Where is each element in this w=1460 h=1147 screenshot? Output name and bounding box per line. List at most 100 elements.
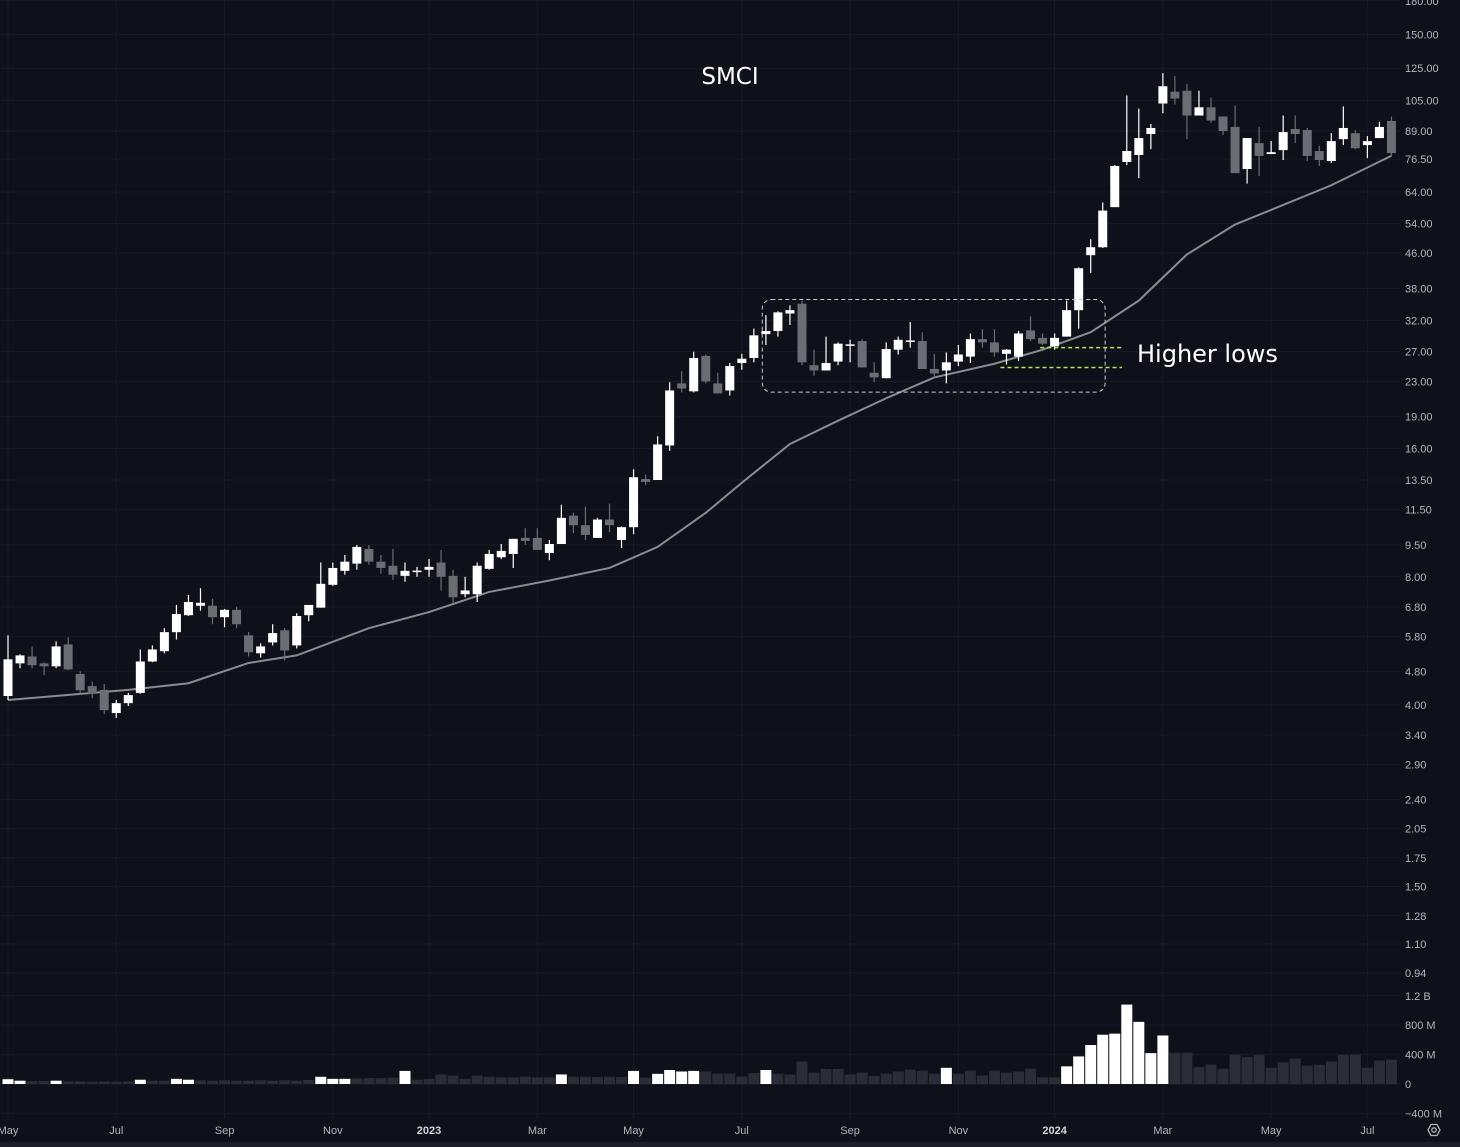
- candle-down: [364, 544, 374, 565]
- candle-body: [171, 614, 181, 633]
- candle-up: [893, 336, 903, 355]
- price-tick-label: 13.50: [1405, 475, 1433, 487]
- candle-down: [857, 339, 867, 368]
- volume-bar: [1025, 1068, 1037, 1084]
- volume-bar: [676, 1071, 688, 1084]
- volume-bar: [628, 1070, 640, 1084]
- volume-bar: [219, 1080, 231, 1084]
- volume-bar: [748, 1072, 760, 1084]
- candle-body: [388, 565, 398, 575]
- candle-body: [268, 633, 278, 643]
- candle-body: [881, 349, 891, 379]
- candle-up: [51, 641, 61, 669]
- volume-tick-label: 800 M: [1405, 1020, 1436, 1032]
- volume-bar: [435, 1074, 447, 1084]
- candle-down: [39, 662, 49, 676]
- candle-body: [280, 630, 290, 651]
- volume-bar: [856, 1072, 868, 1084]
- candle-down: [869, 362, 879, 383]
- candle-up: [1194, 90, 1204, 116]
- candle-body: [1038, 337, 1048, 344]
- candle-up: [1110, 164, 1120, 208]
- volume-bar: [423, 1078, 435, 1084]
- volume-bar: [555, 1074, 567, 1084]
- candle-down: [580, 506, 590, 540]
- price-tick-label: 19.00: [1405, 412, 1433, 424]
- candle-up: [340, 554, 350, 575]
- candle-body: [629, 477, 639, 528]
- price-tick-label: 5.80: [1405, 631, 1426, 643]
- candle-up: [1158, 73, 1168, 114]
- price-tick-label: 2.90: [1405, 759, 1426, 771]
- volume-bar: [315, 1076, 327, 1084]
- candle-up: [881, 342, 891, 379]
- volume-bar: [1049, 1077, 1061, 1084]
- candle-body: [917, 341, 927, 369]
- volume-bar: [231, 1080, 243, 1084]
- volume-bar: [243, 1080, 255, 1084]
- candle-down: [27, 646, 37, 669]
- candle-up: [111, 699, 121, 718]
- volume-bar: [1373, 1060, 1385, 1084]
- grid: [0, 0, 1400, 1118]
- candle-down: [797, 300, 807, 366]
- volume-bar: [652, 1073, 664, 1084]
- volume-bars: [2, 1004, 1397, 1084]
- candle-body: [472, 565, 482, 595]
- candle-body: [1338, 127, 1348, 140]
- consolidation-box[interactable]: [761, 299, 1106, 393]
- candle-body: [520, 537, 530, 541]
- volume-bar: [50, 1080, 62, 1084]
- candle-body: [376, 561, 386, 568]
- candle-down: [1038, 333, 1048, 346]
- candle-down: [232, 606, 242, 629]
- candle-up: [1326, 133, 1336, 163]
- candle-up: [965, 333, 975, 364]
- gear-icon[interactable]: [1427, 1123, 1441, 1137]
- candle-up: [773, 311, 783, 337]
- candle-down: [713, 372, 723, 394]
- candle-body: [1230, 126, 1240, 174]
- volume-bar: [1385, 1059, 1397, 1084]
- price-tick-label: 6.80: [1405, 602, 1426, 614]
- candle-down: [520, 528, 530, 545]
- candle-down: [1182, 83, 1192, 140]
- candle-up: [15, 654, 25, 669]
- price-tick-label: 9.50: [1405, 540, 1426, 552]
- candle-body: [123, 695, 133, 704]
- candle-down: [208, 598, 218, 625]
- candle-body: [256, 646, 266, 654]
- candle-down: [917, 332, 927, 369]
- candle-body: [845, 344, 855, 346]
- volume-bar: [471, 1075, 483, 1084]
- volume-bar: [411, 1079, 423, 1084]
- candle-body: [749, 335, 759, 359]
- volume-tick-label: 1.2 B: [1405, 991, 1431, 1003]
- price-tick-label: 1.75: [1405, 853, 1426, 865]
- price-tick-label: 64.00: [1405, 187, 1433, 199]
- candle-up: [737, 353, 747, 370]
- candle-up: [1014, 331, 1024, 361]
- candle-up: [328, 562, 338, 586]
- candle-body: [617, 527, 627, 540]
- volume-bar: [579, 1076, 591, 1084]
- time-tick-label: Mar: [1153, 1125, 1172, 1137]
- candle-up: [833, 342, 843, 366]
- candle-body: [1362, 141, 1372, 146]
- volume-bar: [291, 1080, 303, 1084]
- time-tick-label: 2024: [1042, 1125, 1067, 1137]
- candle-body: [1026, 330, 1036, 340]
- volume-bar: [519, 1076, 531, 1084]
- volume-bar: [772, 1073, 784, 1084]
- price-tick-label: 1.10: [1405, 939, 1426, 951]
- candle-down: [388, 548, 398, 580]
- volume-tick-label: 400 M: [1405, 1050, 1436, 1062]
- volume-bar: [688, 1070, 700, 1084]
- time-axis[interactable]: May Jul Sep Nov 2023 Mar May Jul Sep Nov 2024 Mar Ma…: [0, 1125, 1374, 1137]
- candle-body: [1134, 138, 1144, 155]
- candle-body: [159, 632, 169, 652]
- candle-down: [1218, 116, 1228, 136]
- price-axis[interactable]: 180.00 150.00 125.00 105.00 89.00 76.50 64.00 5…: [1405, 0, 1439, 980]
- price-tick-label: 2.40: [1405, 795, 1426, 807]
